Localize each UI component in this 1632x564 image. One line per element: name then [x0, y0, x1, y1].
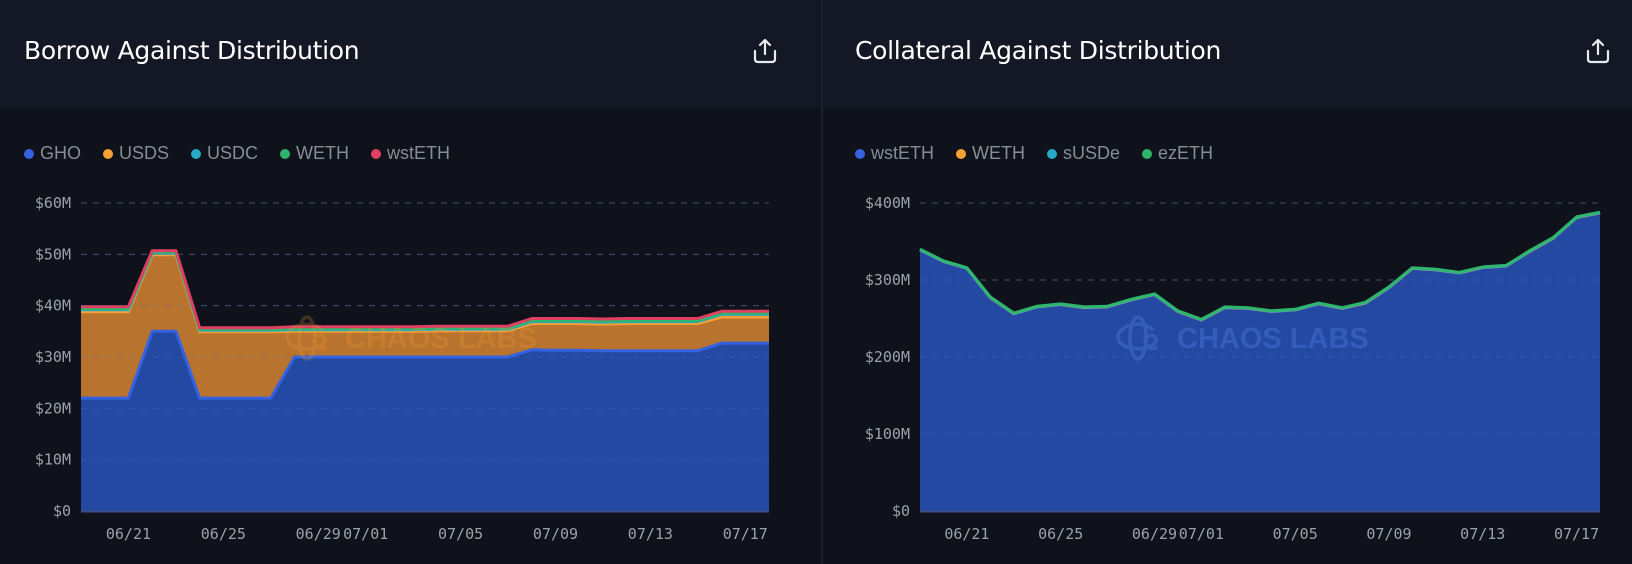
panel-title: Borrow Against Distribution: [24, 36, 360, 65]
x-tick-label: 07/01: [1179, 525, 1224, 543]
legend-dot: [855, 148, 865, 159]
export-button[interactable]: [1583, 36, 1613, 66]
panel-header: Collateral Against Distribution: [823, 0, 1632, 107]
panel-header: Borrow Against Distribution: [0, 0, 821, 107]
watermark-text: CHAOS LABS: [1177, 323, 1369, 355]
collateral-against-distribution-panel: Collateral Against Distribution wstETH W…: [823, 0, 1632, 564]
legend-item-gho[interactable]: GHO: [24, 143, 81, 164]
gridlines-overlay: [920, 202, 1600, 435]
area-usds: [81, 254, 769, 399]
line-wsteth: [81, 249, 769, 330]
legend-item-susde[interactable]: sUSDe: [1047, 143, 1120, 164]
series-lines: [81, 249, 769, 400]
x-tick-label: 07/05: [1273, 525, 1318, 543]
panel-title: Collateral Against Distribution: [855, 36, 1222, 65]
x-tick-label: 06/29: [296, 525, 341, 543]
legend-dot: [191, 148, 202, 159]
x-tick-label: 06/21: [106, 525, 151, 543]
series-areas: [920, 212, 1600, 511]
legend-label: USDC: [207, 143, 259, 163]
x-tick-label: 07/13: [1460, 525, 1505, 543]
legend-label: GHO: [40, 143, 82, 163]
legend-dot: [1047, 148, 1057, 159]
legend-dot: [956, 148, 966, 159]
x-tick-label: 07/05: [438, 525, 483, 543]
y-tick-label: $300M: [865, 271, 910, 289]
legend-label: wstETH: [871, 143, 934, 163]
x-tick-label: 06/21: [944, 525, 989, 543]
legend-item-wsteth[interactable]: wstETH: [855, 143, 934, 164]
chart-legend: wstETH WETH sUSDe ezETH: [855, 143, 1235, 164]
panel-divider: [821, 0, 823, 564]
share-upload-icon: [753, 38, 777, 64]
logo-ring: [1128, 315, 1148, 361]
x-tick-label: 07/17: [1554, 525, 1599, 543]
x-tick-label: 07/09: [1366, 525, 1411, 543]
y-tick-label: $100M: [865, 425, 910, 443]
logo-swirl: [1116, 322, 1158, 351]
legend-dot: [280, 148, 291, 159]
chart-legend: GHO USDS USDC WETH wstETH: [24, 143, 472, 164]
legend-item-wsteth[interactable]: wstETH: [371, 143, 450, 164]
legend-label: wstETH: [387, 143, 451, 163]
y-tick-label: $30M: [35, 348, 71, 366]
legend-label: WETH: [972, 143, 1025, 163]
borrow-area-chart[interactable]: $0 $10M $20M $30M $40M $50M $60M 06/21 06/25 06/2…: [0, 180, 821, 564]
x-tick-label: 07/17: [723, 525, 768, 543]
legend-dot: [371, 148, 382, 159]
chaos-labs-watermark: CHAOS LABS: [1116, 315, 1369, 361]
area-gho: [81, 331, 769, 511]
y-tick-label: $40M: [35, 297, 71, 315]
area-wsteth: [920, 213, 1600, 511]
line-ezeth: [919, 210, 1601, 321]
y-tick-label: $60M: [35, 194, 71, 212]
x-tick-label: 07/13: [628, 525, 673, 543]
legend-item-usdc[interactable]: USDC: [191, 143, 258, 164]
legend-dot: [1142, 148, 1153, 159]
logo-ring: [297, 315, 317, 361]
watermark-text: CHAOS LABS: [345, 323, 537, 355]
legend-dot: [103, 148, 114, 159]
legend-item-ezeth[interactable]: ezETH: [1142, 143, 1213, 164]
legend-label: USDS: [119, 143, 170, 163]
chaos-labs-watermark: CHAOS LABS: [285, 315, 537, 361]
legend-item-weth[interactable]: WETH: [280, 143, 349, 164]
x-tick-label: 06/25: [201, 525, 246, 543]
y-tick-label: $0: [53, 502, 71, 520]
legend-item-usds[interactable]: USDS: [103, 143, 169, 164]
series-lines: [919, 210, 1601, 322]
line-gho: [81, 329, 769, 400]
y-tick-label: $200M: [865, 348, 910, 366]
export-button[interactable]: [750, 36, 780, 66]
legend-dot: [24, 148, 34, 159]
legend-label: sUSDe: [1063, 143, 1121, 163]
y-tick-label: $20M: [35, 399, 71, 417]
x-tick-label: 06/29: [1132, 525, 1177, 543]
y-tick-label: $0: [892, 502, 910, 520]
legend-label: WETH: [296, 143, 350, 163]
x-tick-label: 07/01: [343, 525, 388, 543]
x-tick-label: 06/25: [1038, 525, 1083, 543]
y-tick-label: $50M: [35, 245, 71, 263]
x-tick-label: 07/09: [533, 525, 578, 543]
borrow-against-distribution-panel: Borrow Against Distribution GHO USDS USD…: [0, 0, 821, 564]
series-areas: [81, 250, 769, 511]
y-tick-label: $10M: [35, 451, 71, 469]
logo-swirl: [285, 322, 327, 351]
legend-label: ezETH: [1158, 143, 1214, 163]
share-upload-icon: [1586, 38, 1610, 64]
legend-item-weth[interactable]: WETH: [956, 143, 1025, 164]
y-tick-label: $400M: [865, 194, 910, 212]
